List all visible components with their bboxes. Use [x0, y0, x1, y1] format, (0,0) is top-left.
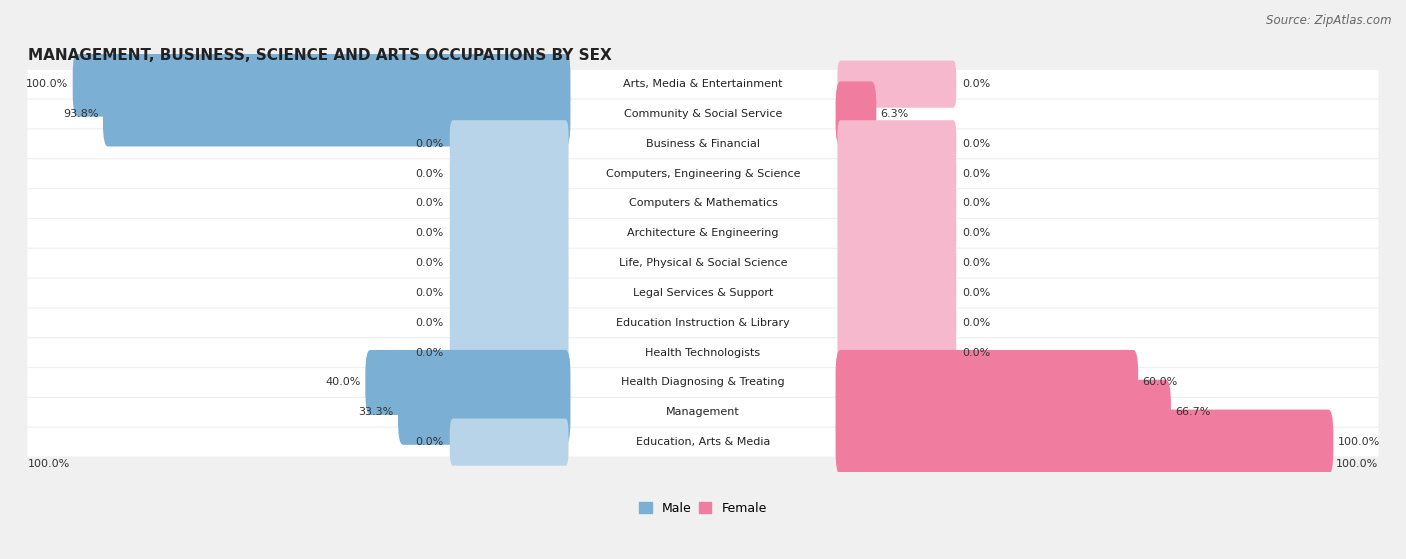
FancyBboxPatch shape — [28, 249, 1378, 277]
Legend: Male, Female: Male, Female — [634, 497, 772, 520]
FancyBboxPatch shape — [450, 210, 568, 257]
Text: 6.3%: 6.3% — [880, 109, 908, 119]
FancyBboxPatch shape — [28, 278, 1378, 307]
FancyBboxPatch shape — [838, 60, 956, 108]
FancyBboxPatch shape — [28, 338, 1378, 367]
Text: Computers, Engineering & Science: Computers, Engineering & Science — [606, 169, 800, 179]
Text: 0.0%: 0.0% — [415, 228, 443, 238]
Text: 0.0%: 0.0% — [415, 139, 443, 149]
Text: 0.0%: 0.0% — [963, 348, 991, 358]
Text: 100.0%: 100.0% — [28, 458, 70, 468]
FancyBboxPatch shape — [450, 150, 568, 197]
FancyBboxPatch shape — [28, 159, 1378, 188]
FancyBboxPatch shape — [450, 240, 568, 287]
FancyBboxPatch shape — [28, 368, 1378, 397]
FancyBboxPatch shape — [28, 398, 1378, 427]
Text: Business & Financial: Business & Financial — [645, 139, 761, 149]
FancyBboxPatch shape — [835, 82, 876, 146]
Text: Management: Management — [666, 408, 740, 417]
FancyBboxPatch shape — [450, 419, 568, 466]
Text: Education Instruction & Library: Education Instruction & Library — [616, 318, 790, 328]
FancyBboxPatch shape — [835, 380, 1171, 445]
Text: 0.0%: 0.0% — [963, 318, 991, 328]
FancyBboxPatch shape — [838, 210, 956, 257]
FancyBboxPatch shape — [73, 51, 571, 117]
FancyBboxPatch shape — [838, 180, 956, 227]
FancyBboxPatch shape — [450, 120, 568, 167]
Text: 0.0%: 0.0% — [415, 258, 443, 268]
Text: Community & Social Service: Community & Social Service — [624, 109, 782, 119]
Text: 0.0%: 0.0% — [415, 198, 443, 209]
FancyBboxPatch shape — [28, 309, 1378, 337]
Text: 0.0%: 0.0% — [963, 228, 991, 238]
FancyBboxPatch shape — [28, 189, 1378, 218]
FancyBboxPatch shape — [28, 428, 1378, 456]
Text: 0.0%: 0.0% — [963, 79, 991, 89]
FancyBboxPatch shape — [28, 70, 1378, 98]
Text: 0.0%: 0.0% — [963, 169, 991, 179]
Text: 0.0%: 0.0% — [415, 348, 443, 358]
FancyBboxPatch shape — [450, 180, 568, 227]
Text: 0.0%: 0.0% — [963, 288, 991, 298]
Text: Arts, Media & Entertainment: Arts, Media & Entertainment — [623, 79, 783, 89]
Text: 0.0%: 0.0% — [415, 437, 443, 447]
FancyBboxPatch shape — [28, 130, 1378, 158]
FancyBboxPatch shape — [366, 350, 571, 415]
FancyBboxPatch shape — [838, 240, 956, 287]
Text: 93.8%: 93.8% — [63, 109, 98, 119]
Text: 33.3%: 33.3% — [359, 408, 394, 417]
Text: 100.0%: 100.0% — [1337, 437, 1379, 447]
FancyBboxPatch shape — [28, 219, 1378, 248]
FancyBboxPatch shape — [838, 299, 956, 347]
Text: Architecture & Engineering: Architecture & Engineering — [627, 228, 779, 238]
FancyBboxPatch shape — [450, 329, 568, 376]
FancyBboxPatch shape — [103, 82, 571, 146]
Text: 0.0%: 0.0% — [415, 169, 443, 179]
Text: Education, Arts & Media: Education, Arts & Media — [636, 437, 770, 447]
Text: Legal Services & Support: Legal Services & Support — [633, 288, 773, 298]
Text: 0.0%: 0.0% — [963, 198, 991, 209]
Text: 60.0%: 60.0% — [1143, 377, 1178, 387]
Text: Life, Physical & Social Science: Life, Physical & Social Science — [619, 258, 787, 268]
FancyBboxPatch shape — [838, 120, 956, 167]
Text: 40.0%: 40.0% — [326, 377, 361, 387]
Text: 0.0%: 0.0% — [963, 258, 991, 268]
FancyBboxPatch shape — [835, 410, 1333, 475]
FancyBboxPatch shape — [838, 329, 956, 376]
FancyBboxPatch shape — [838, 269, 956, 316]
Text: Health Diagnosing & Treating: Health Diagnosing & Treating — [621, 377, 785, 387]
FancyBboxPatch shape — [450, 299, 568, 347]
Text: 100.0%: 100.0% — [1336, 458, 1378, 468]
Text: 0.0%: 0.0% — [963, 139, 991, 149]
Text: MANAGEMENT, BUSINESS, SCIENCE AND ARTS OCCUPATIONS BY SEX: MANAGEMENT, BUSINESS, SCIENCE AND ARTS O… — [28, 48, 612, 63]
Text: 66.7%: 66.7% — [1175, 408, 1211, 417]
Text: 100.0%: 100.0% — [27, 79, 69, 89]
Text: Source: ZipAtlas.com: Source: ZipAtlas.com — [1267, 14, 1392, 27]
FancyBboxPatch shape — [838, 150, 956, 197]
FancyBboxPatch shape — [398, 380, 571, 445]
Text: 0.0%: 0.0% — [415, 318, 443, 328]
FancyBboxPatch shape — [28, 100, 1378, 129]
FancyBboxPatch shape — [450, 269, 568, 316]
Text: 0.0%: 0.0% — [415, 288, 443, 298]
FancyBboxPatch shape — [835, 350, 1139, 415]
Text: Health Technologists: Health Technologists — [645, 348, 761, 358]
Text: Computers & Mathematics: Computers & Mathematics — [628, 198, 778, 209]
